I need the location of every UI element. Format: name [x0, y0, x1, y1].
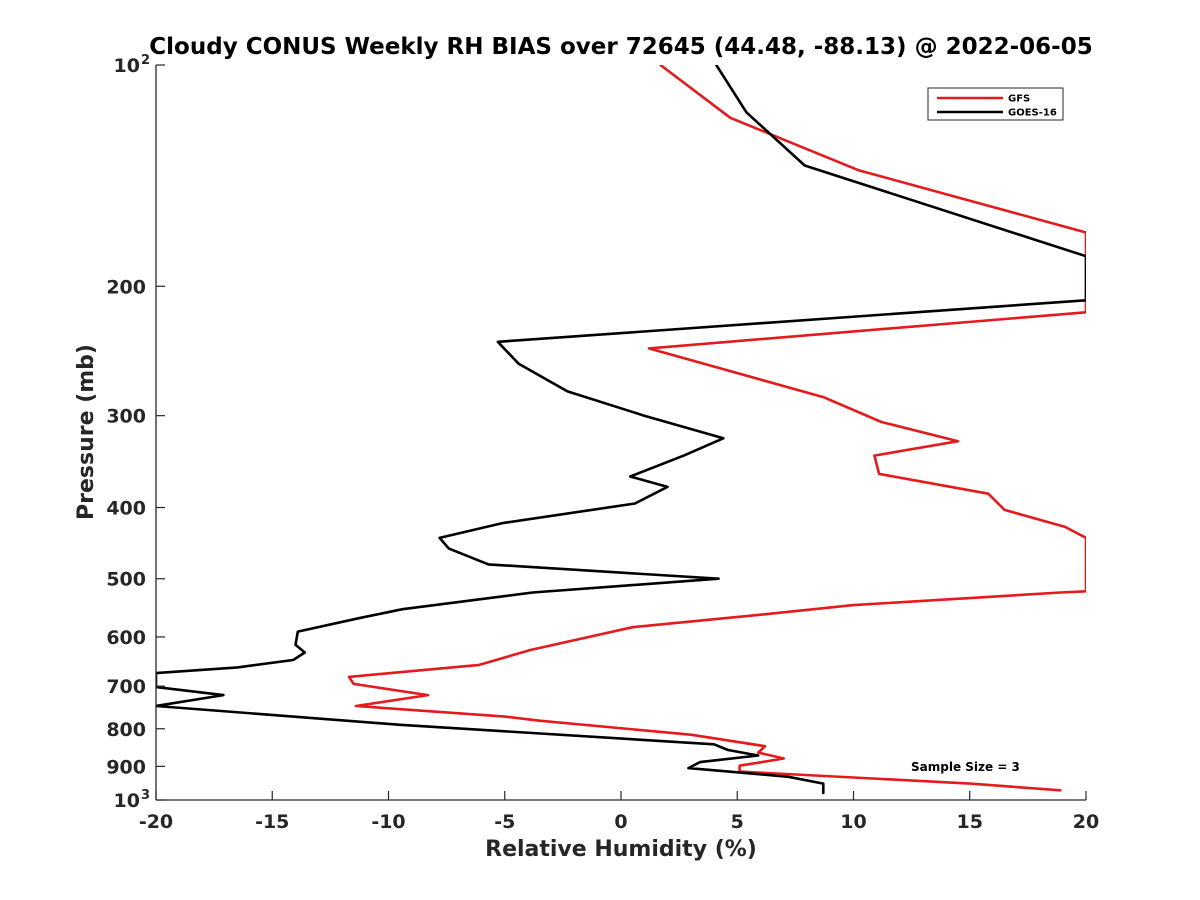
x-axis-title: Relative Humidity (%) — [485, 837, 757, 862]
y-tick-label-exponent: 3 — [141, 788, 150, 803]
y-tick-label-base: 10 — [114, 55, 140, 77]
y-tick-label: 400 — [106, 498, 146, 520]
x-tick-label: -15 — [255, 811, 289, 833]
legend: GFS GOES-16 — [927, 87, 1064, 121]
y-tick-label: 600 — [106, 627, 146, 649]
x-tick-label: 15 — [957, 811, 983, 833]
y-tick-label: 700 — [106, 676, 146, 698]
y-tick-label: 900 — [106, 756, 146, 778]
y-axis-title: Pressure (mb) — [74, 344, 99, 520]
x-tick-label: 5 — [731, 811, 744, 833]
y-tick-label: 500 — [106, 569, 146, 591]
legend-box — [927, 87, 1064, 121]
y-tick-label: 10 — [114, 55, 140, 77]
series-line-gfs — [347, 65, 1086, 792]
x-tick-label: -20 — [139, 811, 173, 833]
x-tick-label: 20 — [1073, 811, 1099, 833]
x-tick-label: -10 — [371, 811, 405, 833]
sample-size-annotation: Sample Size = 3 — [911, 760, 1020, 774]
chart-title: Cloudy CONUS Weekly RH BIAS over 72645 (… — [149, 34, 1092, 60]
y-tick-label: 10 — [114, 790, 140, 812]
series-layer — [156, 65, 1086, 795]
y-tick-label: 300 — [106, 406, 146, 428]
x-tick-label: -5 — [494, 811, 515, 833]
y-tick-label-exponent: 2 — [141, 53, 150, 68]
y-tick-label: 800 — [106, 719, 146, 741]
legend-label: GOES-16 — [1008, 108, 1057, 119]
x-tick-label: 10 — [840, 811, 866, 833]
y-tick-label-base: 10 — [114, 790, 140, 812]
x-ticks: -20 -15 -10 -5 0 5 10 15 20 — [139, 791, 1099, 833]
x-tick-label: 0 — [614, 811, 627, 833]
legend-label: GFS — [1008, 94, 1030, 105]
y-tick-label: 200 — [106, 276, 146, 298]
series-line-goes-16 — [156, 65, 1086, 795]
